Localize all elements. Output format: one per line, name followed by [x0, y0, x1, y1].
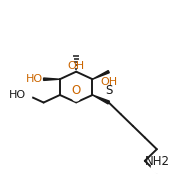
Circle shape	[71, 56, 81, 66]
Polygon shape	[93, 71, 109, 79]
Text: NH2: NH2	[145, 155, 170, 168]
Text: OH: OH	[68, 61, 85, 71]
Circle shape	[105, 93, 113, 101]
Circle shape	[38, 74, 49, 84]
Circle shape	[72, 93, 80, 101]
Text: S: S	[105, 84, 112, 97]
Circle shape	[104, 72, 114, 82]
Text: OH: OH	[100, 77, 117, 87]
Polygon shape	[44, 78, 60, 80]
Circle shape	[151, 162, 162, 173]
Text: HO: HO	[9, 90, 26, 100]
Circle shape	[22, 90, 32, 100]
Text: HO: HO	[26, 74, 43, 84]
Text: O: O	[72, 84, 81, 97]
Polygon shape	[93, 95, 109, 104]
